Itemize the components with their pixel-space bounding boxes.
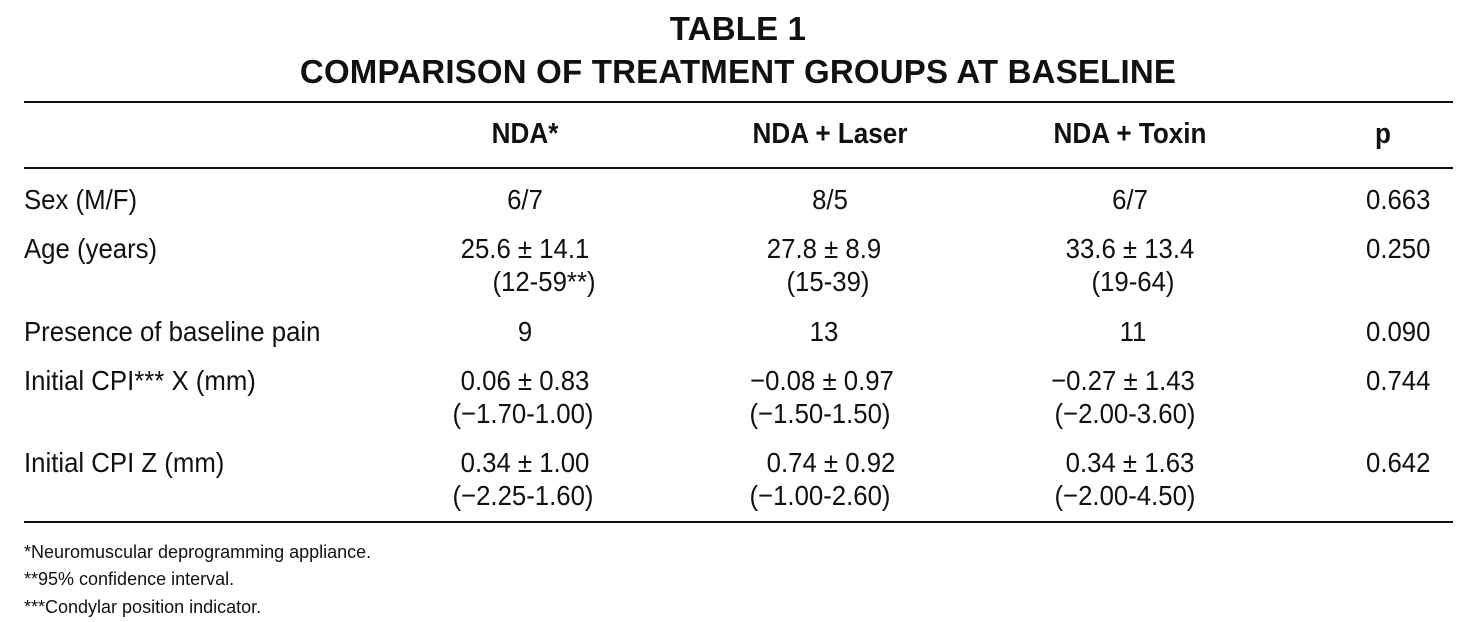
cell-toxin-mean: 33.6 ± 13.4 <box>1065 233 1195 264</box>
cell-laser-range: (15-39) <box>786 266 870 297</box>
cell-laser-mean: −0.08 ± 0.97 <box>750 365 894 396</box>
bottom-rule <box>24 521 1453 523</box>
cell-toxin-range: (−2.00-3.60) <box>1054 398 1196 429</box>
cell-toxin-range: (19-64) <box>1091 266 1175 297</box>
cell-toxin-mean: 0.34 ± 1.63 <box>1065 447 1195 478</box>
cell-nda-mean: 25.6 ± 14.1 <box>460 233 590 264</box>
cell-laser-range: (−1.00-2.60) <box>749 480 891 511</box>
row-label: Initial CPI Z (mm) <box>24 447 225 478</box>
cell-nda: 9 <box>517 316 533 347</box>
cell-nda-range: (−2.25-1.60) <box>452 480 594 511</box>
cell-toxin: 11 <box>1119 316 1147 347</box>
cell-toxin: 6/7 <box>1112 184 1148 215</box>
cell-toxin-range: (−2.00-4.50) <box>1054 480 1196 511</box>
row-label: Presence of baseline pain <box>24 316 321 347</box>
cell-p: 0.663 <box>1366 184 1431 215</box>
footnote-ci: **95% confidence interval. <box>24 569 235 589</box>
row-label: Age (years) <box>24 233 158 264</box>
cell-p: 0.744 <box>1366 365 1431 396</box>
top-rule <box>24 101 1453 103</box>
cell-laser: 8/5 <box>812 184 848 215</box>
cell-laser: 13 <box>809 316 839 347</box>
cell-laser-mean: 27.8 ± 8.9 <box>766 233 882 264</box>
footnote-cpi: ***Condylar position indicator. <box>24 597 262 617</box>
cell-toxin-mean: −0.27 ± 1.43 <box>1051 365 1195 396</box>
table-number: TABLE 1 <box>669 10 807 47</box>
header-nda: NDA* <box>491 118 559 150</box>
header-nda-toxin: NDA + Toxin <box>1053 118 1207 150</box>
cell-nda-mean: 0.34 ± 1.00 <box>460 447 590 478</box>
cell-p: 0.642 <box>1366 447 1431 478</box>
row-label: Sex (M/F) <box>24 184 138 215</box>
header-rule <box>24 167 1453 169</box>
cell-nda-range: (−1.70-1.00) <box>452 398 594 429</box>
header-p: p <box>1375 118 1391 150</box>
cell-nda: 6/7 <box>507 184 543 215</box>
cell-p: 0.090 <box>1366 316 1431 347</box>
cell-laser-range: (−1.50-1.50) <box>749 398 891 429</box>
table-caption: COMPARISON OF TREATMENT GROUPS AT BASELI… <box>299 53 1177 90</box>
cell-nda-mean: 0.06 ± 0.83 <box>460 365 590 396</box>
footnote-nda: *Neuromuscular deprogramming appliance. <box>24 542 372 562</box>
cell-p: 0.250 <box>1366 233 1431 264</box>
cell-laser-mean: 0.74 ± 0.92 <box>766 447 896 478</box>
cell-nda-range: (12-59**) <box>492 266 596 297</box>
header-nda-laser: NDA + Laser <box>752 118 908 150</box>
row-label: Initial CPI*** X (mm) <box>24 365 256 396</box>
